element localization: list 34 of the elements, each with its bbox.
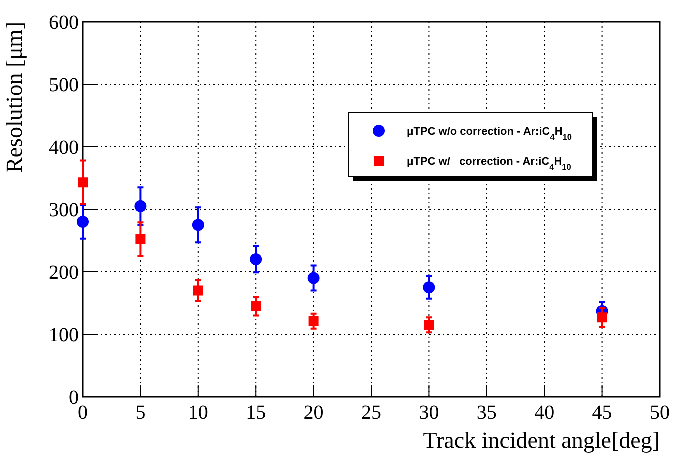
x-tick-label: 45 [592,402,612,424]
point [308,272,320,284]
point [134,200,147,212]
x-tick-label: 25 [362,402,382,424]
y-tick-label: 600 [49,12,79,34]
y-tick-label: 0 [69,387,79,409]
y-tick-label: 100 [49,324,79,346]
point [136,234,146,244]
x-tick-label: 10 [188,402,208,424]
y-tick-label: 300 [49,200,79,222]
x-tick-label: 5 [136,402,146,424]
point [424,320,434,330]
point [251,301,262,312]
y-tick-label: 500 [49,74,79,96]
legend-label: μTPC w/ correction - Ar:iC$_{4}$H$_{10}$ [407,156,572,172]
y-tick-label: 400 [49,137,79,159]
point [78,178,88,188]
legend-label: μTPC w/o correction - Ar:iC$_{4}$H$_{10}$ [407,126,572,142]
x-tick-label: 15 [246,402,266,424]
x-tick-label: 50 [650,402,670,424]
point [423,282,436,294]
point [77,216,89,228]
point [597,312,608,323]
x-tick-label: 35 [476,402,497,424]
point [250,254,262,266]
x-axis-title: Track incident angle[deg] [423,428,660,453]
y-tick-label: 200 [49,262,79,284]
x-tick-label: 20 [304,402,324,424]
y-axis-title: Resolution [μm] [2,22,27,173]
point [192,219,204,232]
point [308,316,319,326]
point [193,286,204,296]
x-tick-label: 40 [534,402,555,424]
x-tick-label: 30 [419,402,440,424]
